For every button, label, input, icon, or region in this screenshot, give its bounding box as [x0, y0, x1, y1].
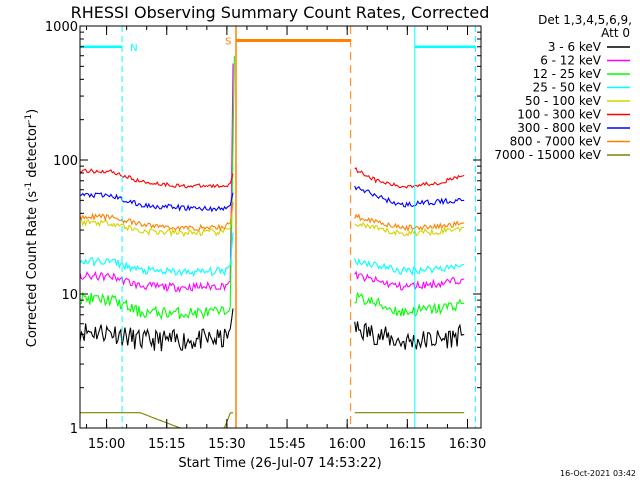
x-tick-label: 16:00 [328, 437, 365, 452]
series-line-12-25-kev-after-gap [354, 292, 465, 318]
series-line-6-12-kev-after-gap [354, 270, 465, 291]
x-tick-label: 15:45 [268, 437, 305, 452]
legend-entry-label: 100 - 300 keV [517, 108, 601, 122]
y-label-part-1: Corrected Count Rate (s [25, 191, 40, 348]
x-axis-label: Start Time (26-Jul-07 14:53:22) [178, 456, 381, 471]
y-tick-label: 10 [61, 288, 78, 303]
series-line-3-6-kev-after-gap [354, 321, 465, 350]
footer-timestamp: 16-Oct-2021 03:42 [560, 469, 636, 478]
series-line-800-7000-kev-after-gap [354, 213, 465, 233]
y-label-part-3: ) [25, 109, 40, 114]
x-tick-label: 16:15 [389, 437, 426, 452]
legend-entry-label: 12 - 25 keV [533, 67, 602, 81]
y-tick-label: 1000 [45, 20, 78, 35]
y-axis-label: Corrected Count Rate (s-1 detector-1) [24, 109, 40, 347]
y-label-sup-1: -1 [24, 182, 34, 191]
legend-entry-label: 800 - 7000 keV [510, 135, 602, 149]
series-line-100-300-kev-before-gap [79, 168, 234, 189]
legend-header-line2: Att 0 [601, 26, 630, 40]
series-line-100-300-kev-after-gap [354, 166, 465, 189]
series-line-6-12-kev-before-gap [79, 63, 234, 294]
series-line-3-6-kev-before-gap [79, 308, 234, 352]
legend-entry-label: 6 - 12 keV [540, 54, 602, 68]
y-tick-label: 100 [53, 154, 78, 169]
legend-entry-label: 50 - 100 keV [525, 94, 602, 108]
legend-entry-label: 300 - 800 keV [517, 121, 601, 135]
night-label: N [130, 43, 137, 54]
plot-area: N S 1 10 100 1000 15:00 15:15 15:30 15:45 16:00 16:… [45, 20, 486, 452]
y-label-part-2: detector [25, 122, 40, 182]
legend-entry-label: 7000 - 15000 keV [494, 148, 601, 162]
x-tick-label: 16:30 [449, 437, 486, 452]
x-tick-label: 15:15 [148, 437, 185, 452]
y-tick-label: 1 [70, 422, 78, 437]
y-label-sup-2: -1 [24, 114, 34, 123]
series-line-7000-15000-kev-before-gap [80, 412, 233, 429]
legend-entry-label: 25 - 50 keV [533, 81, 602, 95]
legend-entry-label: 3 - 6 keV [548, 40, 602, 54]
x-tick-label: 15:00 [88, 437, 125, 452]
series-line-12-25-kev-before-gap [79, 55, 235, 321]
series-line-300-800-kev-after-gap [354, 185, 465, 208]
chart-title: RHESSI Observing Summary Count Rates, Co… [71, 3, 490, 22]
plot-frame [79, 25, 482, 429]
legend-header-line1: Det 1,3,4,5,6,9, [538, 13, 632, 27]
series-line-800-7000-kev-before-gap [79, 201, 234, 232]
x-tick-label: 15:30 [208, 437, 245, 452]
series-line-300-800-kev-before-gap [79, 192, 234, 213]
series-line-25-50-kev-after-gap [354, 257, 465, 276]
series-line-25-50-kev-before-gap [79, 232, 234, 278]
series-line-50-100-kev-after-gap [354, 221, 465, 237]
saa-label: S [225, 36, 231, 47]
